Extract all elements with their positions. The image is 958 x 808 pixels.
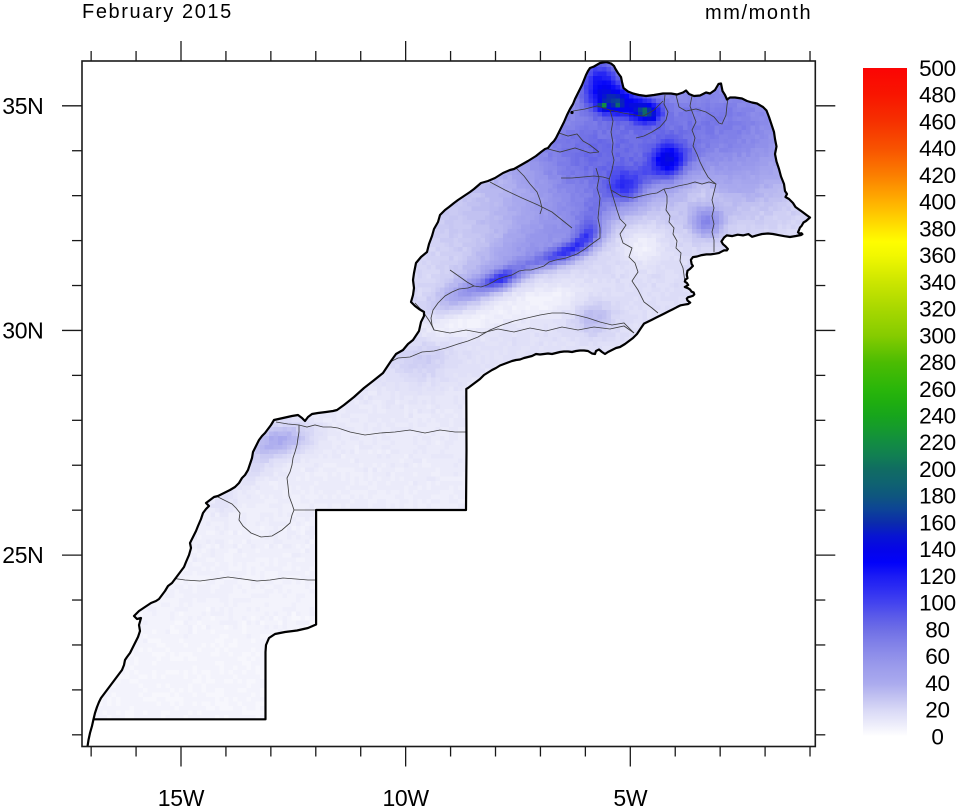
colorbar-label: 140 xyxy=(919,537,956,562)
colorbar-label: 100 xyxy=(919,591,956,616)
admin-boundary-line xyxy=(286,425,300,511)
colorbar-label: 320 xyxy=(919,297,956,322)
axis-labels: 35N 30N 25N 15W 10W 5W xyxy=(2,93,648,808)
colorbar-label: 360 xyxy=(919,243,956,268)
colorbar-label: 220 xyxy=(919,430,956,455)
colorbar-label: 60 xyxy=(925,644,949,669)
colorbar-label: 180 xyxy=(919,484,956,509)
admin-boundary-line xyxy=(572,100,664,117)
admin-boundary-line xyxy=(675,94,729,125)
admin-boundary-line xyxy=(608,109,659,314)
colorbar-label: 240 xyxy=(919,404,956,429)
admin-boundary-line xyxy=(555,131,600,153)
admin-boundary-line xyxy=(515,167,543,215)
admin-boundary-line xyxy=(689,95,717,252)
colorbar-label: 0 xyxy=(931,724,943,749)
colorbar-label: 200 xyxy=(919,457,956,482)
y-axis-label: 25N xyxy=(2,542,43,568)
colorbar-label: 160 xyxy=(919,510,956,535)
colorbar-label: 300 xyxy=(919,323,956,348)
colorbar-label: 80 xyxy=(925,617,949,642)
admin-boundary-line xyxy=(635,94,669,139)
coast-tail xyxy=(86,719,95,747)
admin-boundary-line xyxy=(561,175,611,180)
colorbar-label: 40 xyxy=(925,671,949,696)
x-axis-label: 5W xyxy=(613,785,647,808)
units-label: mm/month xyxy=(705,2,813,24)
admin-boundary-line xyxy=(387,312,635,364)
admin-boundary-line xyxy=(547,147,600,154)
admin-boundary-line xyxy=(449,269,475,287)
precipitation-raster xyxy=(93,62,809,720)
colorbar-label: 500 xyxy=(919,56,956,81)
admin-boundary-line xyxy=(610,181,717,199)
y-axis-label: 35N xyxy=(2,93,43,119)
plot-frame xyxy=(81,60,817,748)
colorbar-label: 260 xyxy=(919,377,956,402)
colorbar-label: 280 xyxy=(919,350,956,375)
colorbar-label: 480 xyxy=(919,83,956,108)
colorbar xyxy=(863,68,907,737)
colorbar-labels: 5004804604404204003803603403203002802602… xyxy=(919,56,956,749)
coastal-lagoon-dot xyxy=(570,110,574,115)
colorbar-label: 340 xyxy=(919,270,956,295)
y-axis-label: 30N xyxy=(2,317,43,343)
colorbar-label: 380 xyxy=(919,216,956,241)
admin-boundaries xyxy=(170,94,729,582)
plot-title: February 2015 xyxy=(82,1,233,23)
admin-boundary-line xyxy=(275,421,466,436)
colorbar-label: 20 xyxy=(925,698,949,723)
colorbar-label: 420 xyxy=(919,163,956,188)
colorbar-label: 120 xyxy=(919,564,956,589)
x-axis-label: 10W xyxy=(382,785,429,808)
colorbar-label: 440 xyxy=(919,136,956,161)
admin-boundary-line xyxy=(663,188,686,282)
admin-boundary-line xyxy=(430,167,601,331)
admin-boundary-line xyxy=(489,181,573,229)
colorbar-label: 400 xyxy=(919,190,956,215)
x-axis-label: 15W xyxy=(158,785,205,808)
colorbar-label: 460 xyxy=(919,109,956,134)
country-outline xyxy=(92,60,812,721)
axes xyxy=(62,41,836,767)
admin-boundary-line xyxy=(170,576,317,582)
admin-boundary-line xyxy=(414,302,635,334)
admin-boundary-line xyxy=(217,496,316,538)
